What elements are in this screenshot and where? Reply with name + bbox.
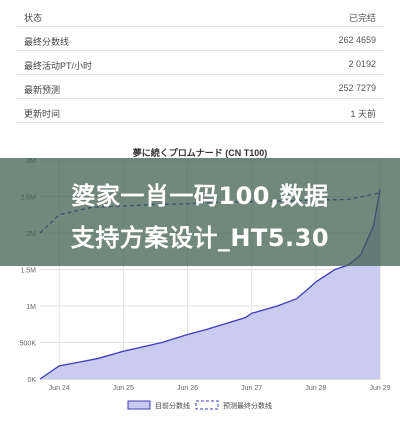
banner-line-1: 婆家一肖一码100,数据 bbox=[71, 182, 329, 210]
legend-swatch bbox=[127, 400, 151, 410]
y-tick-label: 500K bbox=[20, 341, 37, 348]
x-tick-label: Jun 28 bbox=[305, 385, 326, 392]
legend-label: 目前分数线 bbox=[155, 401, 190, 410]
series-area bbox=[40, 189, 380, 379]
y-tick-label: 1M bbox=[26, 304, 36, 311]
info-row-label: 最新预测 bbox=[24, 85, 61, 95]
info-row-value: 1 天前 bbox=[350, 109, 376, 119]
x-tick-label: Jun 29 bbox=[369, 385, 390, 392]
info-row-value: 252 7279 bbox=[338, 83, 376, 93]
info-row-label: 状态 bbox=[24, 13, 43, 23]
info-row: 最终活动PT/小时 2 0192 bbox=[16, 52, 384, 75]
y-tick-label: 0K bbox=[27, 377, 36, 384]
info-row: 最终分数线 262 4659 bbox=[16, 28, 384, 51]
legend-swatch bbox=[195, 400, 219, 410]
info-row-label: 最终分数线 bbox=[24, 37, 70, 47]
info-row: 更新时间 1 天前 bbox=[16, 100, 384, 123]
x-tick-label: Jun 26 bbox=[177, 385, 198, 392]
y-tick-label: 1.5M bbox=[20, 268, 36, 275]
info-row-label: 最终活动PT/小时 bbox=[24, 61, 93, 71]
info-row-value: 已完结 bbox=[348, 13, 376, 23]
chart-title: 夢に続くプロムナード (CN T100) bbox=[132, 148, 268, 158]
banner-line-2: 支持方案设计_HT5.30 bbox=[70, 224, 330, 252]
info-row-value: 262 4659 bbox=[338, 35, 376, 45]
info-row-label: 更新时间 bbox=[24, 109, 61, 119]
x-tick-label: Jun 24 bbox=[49, 385, 70, 392]
legend-label: 预测最终分数线 bbox=[223, 401, 272, 410]
series-line bbox=[39, 189, 381, 380]
info-row: 状态 已完结 bbox=[16, 4, 384, 27]
x-tick-label: Jun 27 bbox=[241, 385, 262, 392]
info-row: 最新预测 252 7279 bbox=[16, 76, 384, 99]
overlay-banner: 婆家一肖一码100,数据 支持方案设计_HT5.30 bbox=[0, 158, 400, 266]
info-row-value: 2 0192 bbox=[348, 59, 376, 69]
x-tick-label: Jun 25 bbox=[113, 385, 134, 392]
